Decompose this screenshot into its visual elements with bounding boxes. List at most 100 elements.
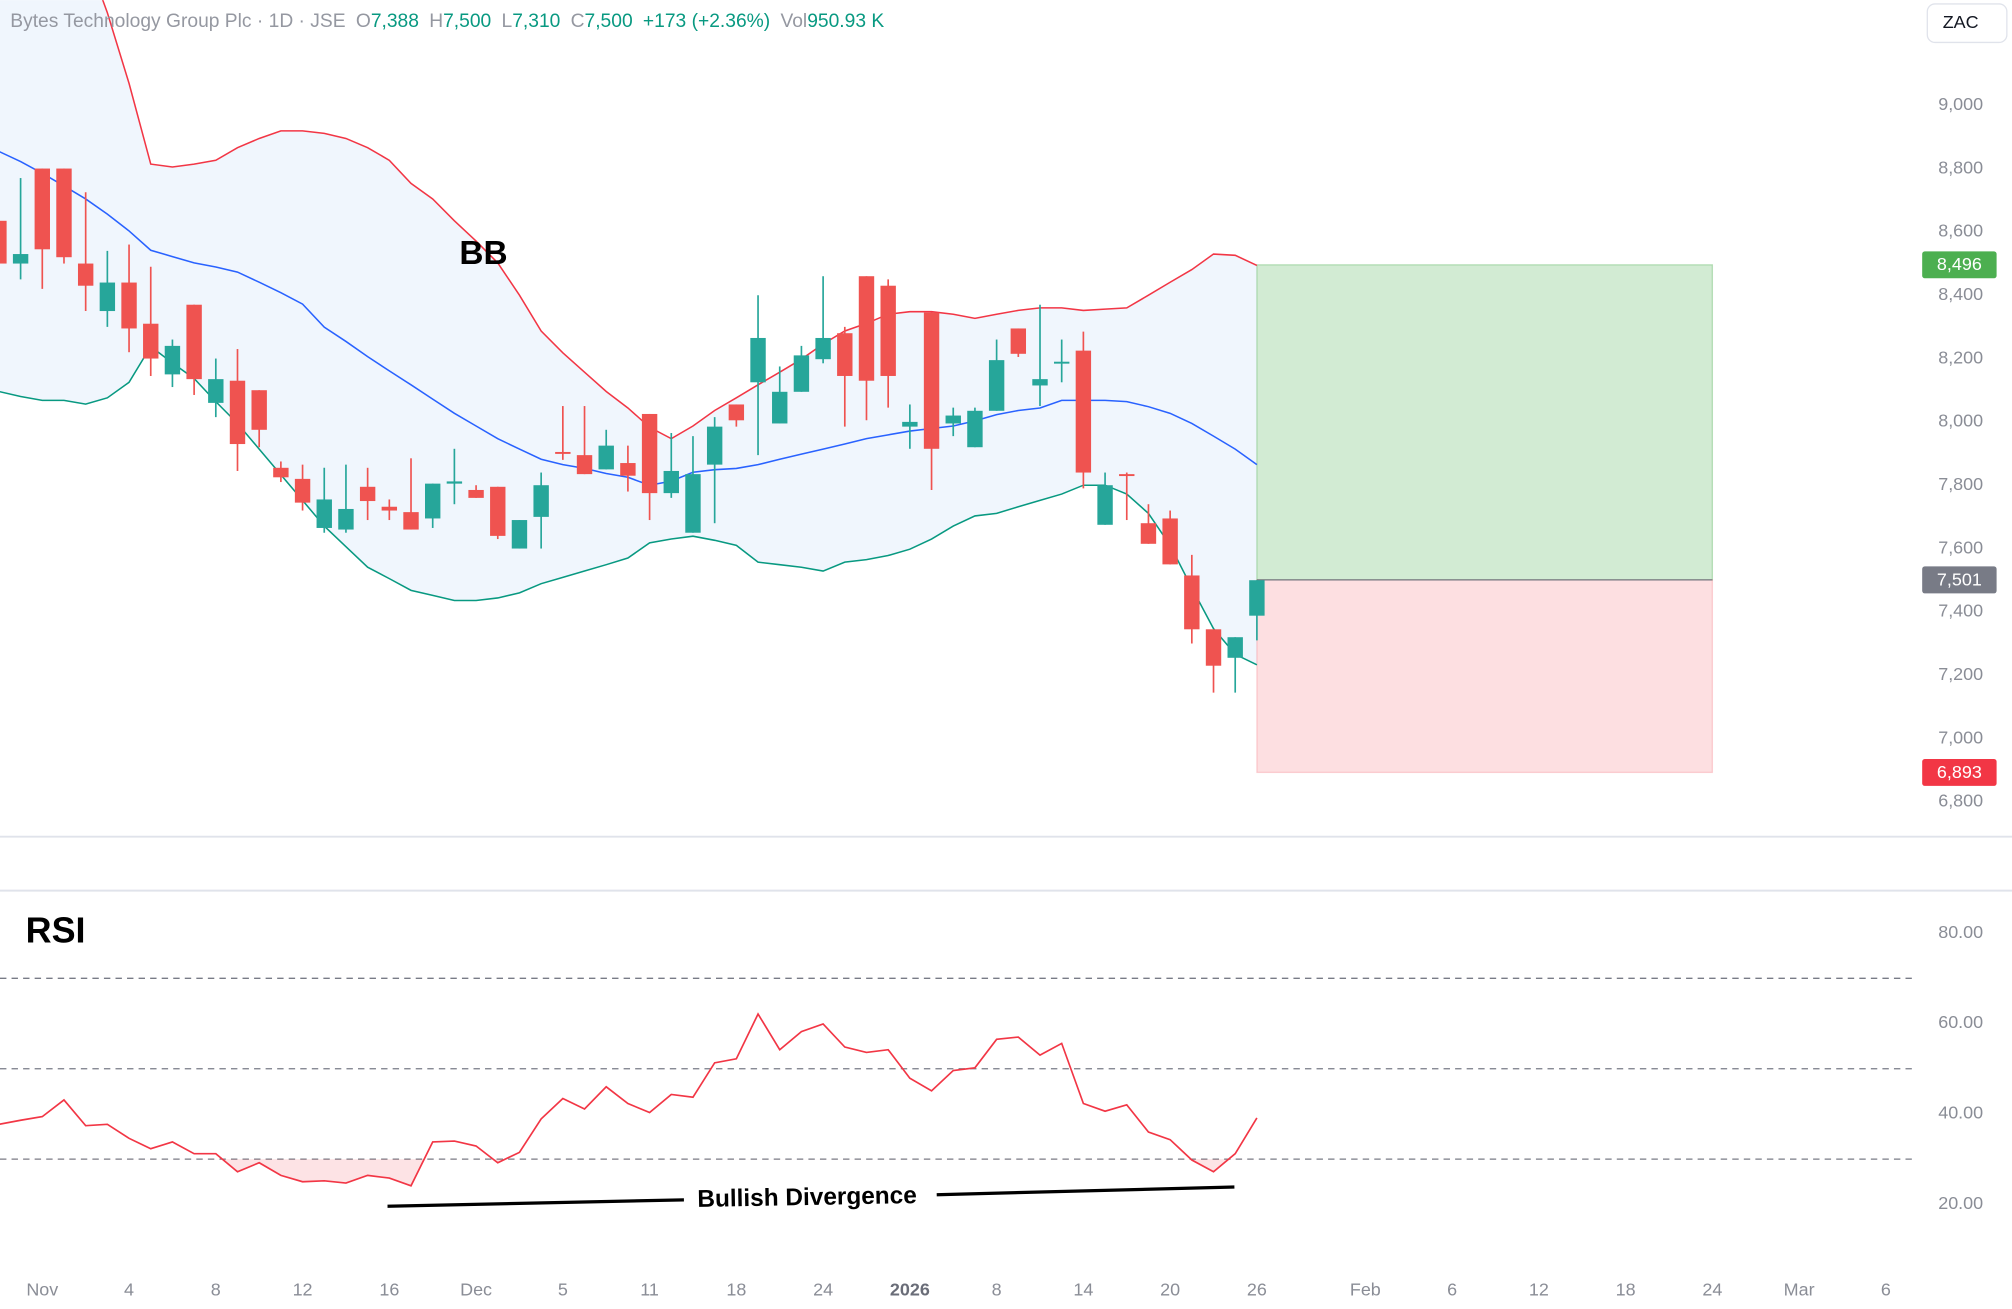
divergence-line — [387, 1198, 684, 1208]
x-tick-label: Nov — [26, 1280, 58, 1300]
currency-button[interactable]: ZAC — [1926, 3, 2008, 44]
divergence-line — [936, 1185, 1235, 1197]
y-tick-label: 7,000 — [1938, 727, 1983, 747]
x-tick-label: 11 — [640, 1280, 659, 1300]
candle-body — [641, 413, 658, 494]
candle-body — [945, 415, 961, 424]
x-tick-label: 6 — [1447, 1280, 1457, 1300]
x-tick-label: 24 — [1702, 1280, 1722, 1300]
y-tick-label: 80.00 — [1938, 922, 1983, 942]
price-tag-label: 6,893 — [1937, 762, 1982, 782]
y-tick-label: 40.00 — [1938, 1103, 1983, 1123]
candle-body — [490, 486, 506, 536]
candle-body — [164, 345, 181, 375]
candle-body — [186, 304, 202, 380]
candle-body — [1119, 474, 1135, 477]
c-value: 7,500 — [585, 11, 633, 32]
candle-body — [837, 333, 853, 376]
currency-button-bg[interactable] — [1926, 3, 2008, 44]
x-tick-label: 18 — [726, 1280, 746, 1300]
candle-body — [793, 355, 810, 392]
x-tick-label: 8 — [992, 1280, 1002, 1300]
candle-body — [902, 421, 918, 427]
vol-key: Vol — [780, 11, 807, 32]
candle-body — [294, 478, 311, 503]
candle-body — [1227, 637, 1243, 658]
candle-body — [143, 323, 159, 359]
y-tick-label: 8,600 — [1938, 221, 1983, 241]
x-tick-label: 26 — [1247, 1280, 1267, 1300]
x-tick-label: Dec — [460, 1280, 492, 1300]
x-tick-label: 8 — [211, 1280, 221, 1300]
candle-body — [598, 445, 614, 470]
y-tick-label: 20.00 — [1938, 1193, 1983, 1213]
candle-body — [1075, 350, 1092, 473]
x-tick-label: 2026 — [890, 1280, 930, 1300]
y-tick-label: 8,000 — [1938, 411, 1983, 431]
y-tick-label: 7,200 — [1938, 664, 1983, 684]
candle-body — [967, 410, 983, 448]
candle-body — [880, 285, 896, 376]
candle-body — [359, 486, 376, 502]
candle-body — [858, 276, 875, 381]
candle-body — [425, 483, 441, 519]
candle-body — [1249, 580, 1265, 616]
candle-body — [1205, 629, 1222, 666]
candle-body — [1097, 485, 1113, 525]
candle-body — [1053, 361, 1070, 364]
y-tick-label: 7,400 — [1938, 601, 1983, 621]
candle-body — [251, 390, 267, 430]
candle-body — [121, 282, 137, 329]
rsi-pane — [0, 977, 1912, 1187]
currency-label[interactable]: ZAC — [1943, 12, 1979, 32]
x-tick-label: 5 — [558, 1280, 568, 1300]
legend-header: Bytes Technology Group Plc · 1D · JSE O7,… — [10, 11, 884, 32]
l-value: 7,310 — [512, 11, 560, 32]
y-tick-label: 8,400 — [1938, 284, 1983, 304]
x-tick-label: 16 — [379, 1280, 399, 1300]
x-tick-label: 4 — [124, 1280, 134, 1300]
y-tick-label: 8,200 — [1938, 347, 1983, 367]
bb-annotation: BB — [459, 235, 507, 272]
candle-body — [750, 337, 766, 383]
h-key: H — [429, 11, 443, 32]
loss-zone — [1256, 579, 1714, 774]
candle-body — [1184, 575, 1200, 630]
candle-body — [1140, 523, 1157, 544]
candle-body — [56, 168, 72, 258]
h-value: 7,500 — [443, 11, 491, 32]
axes: 6,800 7,000 7,200 7,400 7,600 7,800 8,000 8,200… — [26, 94, 1997, 1300]
y-tick-label: 60.00 — [1938, 1012, 1983, 1032]
candle-body — [685, 474, 701, 533]
candle-body — [468, 489, 484, 498]
candle-body — [555, 451, 571, 454]
candle-body — [229, 380, 246, 445]
c-key: C — [571, 11, 585, 32]
profit-zone — [1256, 264, 1714, 581]
candle-body — [1032, 379, 1048, 386]
x-tick-label: 12 — [293, 1280, 313, 1300]
vol-value: 950.93 K — [807, 11, 884, 32]
symbol: Bytes Technology Group Plc · 1D · JSE — [10, 11, 345, 32]
candle-body — [403, 512, 419, 530]
divergence-label: Bullish Divergence — [697, 1182, 917, 1213]
price-tag-label: 8,496 — [1937, 254, 1982, 274]
candle-body — [273, 467, 289, 478]
candle-body — [772, 391, 788, 424]
change: +173 (+2.36%) — [643, 11, 770, 32]
candle-body — [988, 360, 1005, 411]
candle-body — [381, 506, 398, 511]
y-tick-label: 7,800 — [1938, 474, 1983, 494]
oversold-fill — [0, 1159, 1257, 1186]
candle-body — [77, 263, 94, 286]
y-tick-label: 6,800 — [1938, 791, 1983, 811]
x-tick-label: Feb — [1350, 1280, 1381, 1300]
candle-body — [0, 220, 7, 264]
candle-body — [511, 520, 528, 549]
candle-body — [620, 463, 636, 476]
x-tick-label: Mar — [1784, 1280, 1815, 1300]
price-pane — [0, 0, 1714, 774]
price-tag — [1922, 566, 1997, 594]
